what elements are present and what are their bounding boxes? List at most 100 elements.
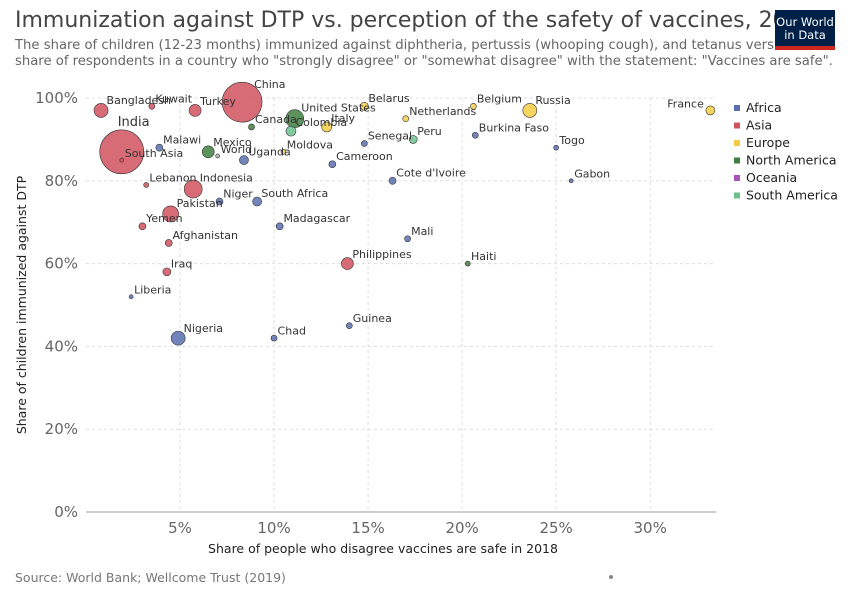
point-togo[interactable] [553,144,559,151]
source-note: Source: World Bank; Wellcome Trust (2019… [15,570,286,585]
chart-subtitle: The share of children (12-23 months) imm… [15,38,833,69]
point-peru[interactable] [408,135,418,144]
legend-swatch-south-america[interactable] [734,192,740,199]
label-russia: Russia [535,94,570,107]
point-yemen[interactable] [138,222,147,231]
point-canada[interactable] [248,123,255,131]
point-senegal[interactable] [361,140,368,147]
point-mali[interactable] [404,235,411,243]
legend-label-africa[interactable]: Africa [746,100,782,115]
chart-title: Immunization against DTP vs. perception … [15,8,815,33]
owid-logo[interactable]: Our World in Data [775,10,835,50]
point-netherlands[interactable] [402,115,410,122]
label-yemen: Yemen [145,212,183,225]
point-guinea[interactable] [345,322,353,330]
label-netherlands: Netherlands [409,105,476,118]
label-chad: Chad [278,324,306,337]
legend-swatch-europe[interactable] [734,140,740,146]
label-philippines: Philippines [352,248,412,261]
point-kuwait[interactable] [148,102,156,110]
label-gabon: Gabon [574,168,610,181]
point-south-asia[interactable] [119,157,125,163]
point-india[interactable] [99,129,145,175]
point-lebanon[interactable] [143,182,149,188]
label-pakistan: Pakistan [177,197,223,210]
point-niger[interactable] [215,197,224,206]
label-uganda: Uganda [248,145,290,158]
x-axis-title: Share of people who disagree vaccines ar… [208,541,558,556]
point-pakistan[interactable] [162,205,179,223]
timeline-dot[interactable] [609,575,613,579]
point-iraq[interactable] [162,267,172,277]
point-colombia[interactable] [285,125,297,137]
label-lebanon: Lebanon [149,171,196,184]
label-guinea: Guinea [353,312,392,325]
point-liberia[interactable] [128,294,134,300]
x-tick-label: 30% [634,519,667,537]
point-indonesia[interactable] [183,179,203,199]
legend-label-europe[interactable]: Europe [746,135,790,150]
point-turkey[interactable] [188,104,202,117]
point-bangladesh[interactable] [93,103,109,118]
legend: Africa Asia Europe North America Oceania Sout… [734,100,838,203]
point-gabon[interactable] [568,178,574,184]
point-burkina-faso[interactable] [471,131,479,139]
x-tick-label: 15% [351,519,384,537]
point-moldova[interactable] [280,149,287,155]
label-south-africa: South Africa [261,187,328,200]
legend-label-north-america[interactable]: North America [746,153,837,168]
y-tick-label: 40% [45,337,78,355]
point-mexico[interactable] [201,145,215,159]
y-tick-label: 60% [45,255,78,273]
point-madagascar[interactable] [275,222,284,231]
label-cote-d-ivoire: Cote d'Ivoire [396,167,466,180]
point-nigeria[interactable] [170,330,186,346]
point-belgium[interactable] [470,102,477,110]
label-nigeria: Nigeria [184,322,223,335]
point-cameroon[interactable] [328,160,337,169]
label-south-asia: South Asia [125,147,184,160]
point-italy[interactable] [321,121,333,133]
label-cameroon: Cameroon [336,150,393,163]
point-uganda[interactable] [239,155,249,165]
point-south-africa[interactable] [252,196,262,207]
point-belarus[interactable] [360,101,369,111]
point-chad[interactable] [270,334,278,342]
logo-line1: Our World [776,15,834,29]
gridlines [86,97,716,512]
point-cote-d-ivoire[interactable] [388,177,397,185]
label-belarus: Belarus [368,92,410,105]
label-bangladesh: Bangladesh [107,94,172,107]
y-axis-title: Share of children immunized against DTP [14,175,29,434]
label-indonesia: Indonesia [200,172,253,185]
label-mali: Mali [411,225,433,238]
label-haiti: Haiti [471,250,496,263]
label-france: France [667,97,704,110]
legend-label-south-america[interactable]: South America [746,188,838,203]
point-russia[interactable] [522,103,538,118]
label-india: India [118,115,150,130]
y-tick-label: 20% [45,420,78,438]
legend-swatch-oceania[interactable] [734,175,740,181]
legend-swatch-asia[interactable] [734,122,740,129]
legend-swatch-africa[interactable] [734,105,740,111]
point-world[interactable] [215,153,220,159]
point-malawi[interactable] [155,143,164,152]
point-philippines[interactable] [341,257,354,270]
point-france[interactable] [705,105,716,116]
point-haiti[interactable] [464,260,471,267]
y-axis-ticks: 0% 20% 40% 60% 80% 100% [35,89,78,521]
label-niger: Niger [223,187,253,200]
point-china[interactable] [221,81,263,123]
label-canada: Canada [255,113,297,126]
legend-label-asia[interactable]: Asia [746,118,772,133]
label-peru: Peru [417,125,442,138]
label-liberia: Liberia [134,284,171,297]
point-afghanistan[interactable] [164,239,173,247]
x-tick-label: 10% [257,519,290,537]
legend-label-oceania[interactable]: Oceania [746,170,797,185]
label-afghanistan: Afghanistan [172,229,238,242]
legend-swatch-north-america[interactable] [734,157,740,164]
